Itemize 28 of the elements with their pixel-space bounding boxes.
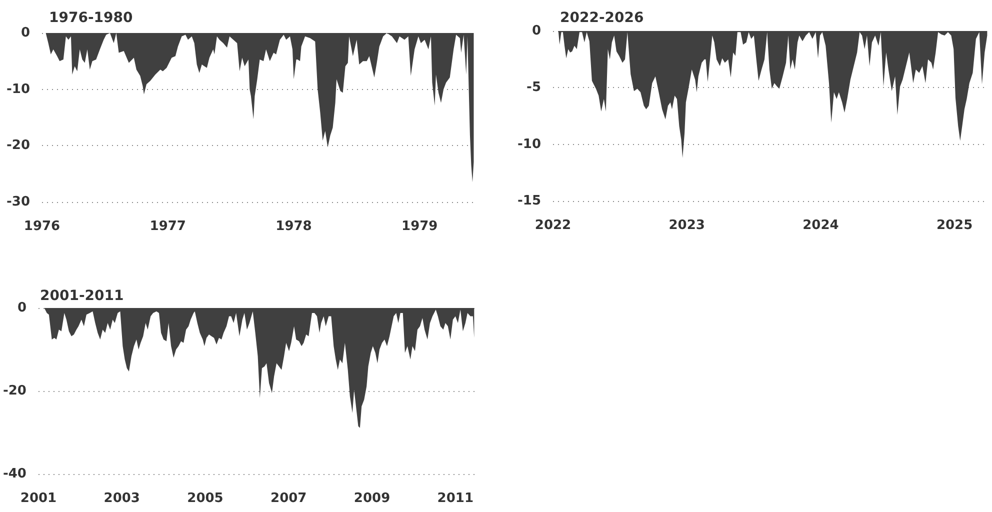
y-tick-label: -20 [2,384,26,398]
x-tick-label: 1977 [150,219,186,234]
x-tick-label: 2003 [104,491,140,506]
x-tick-label: 2023 [668,218,705,233]
x-tick-label: 2009 [354,491,390,506]
y-tick-label: 0 [532,24,541,38]
y-tick-label: -40 [2,466,26,482]
x-tick-label: 1978 [276,219,312,234]
y-tick-label: -20 [6,138,30,154]
x-tick-label: 2025 [936,218,973,233]
y-tick-label: -30 [6,194,30,210]
x-tick-label: 2001 [20,491,57,506]
x-tick-label: 2022 [534,218,572,233]
chart-title: 2001-2011 [40,288,124,304]
x-tick-label: 2024 [802,218,839,233]
chart-title: 1976-1980 [49,10,133,26]
x-tick-label: 2007 [270,491,307,506]
x-tick-label: 1979 [402,219,438,234]
y-tick-label: -10 [6,82,30,97]
y-tick-label: -10 [518,136,541,152]
x-tick-label: 2005 [187,491,224,506]
y-tick-label: -15 [518,194,541,208]
x-tick-label: 1976 [24,219,60,234]
y-tick-label: 0 [17,300,26,316]
y-tick-label: 0 [20,26,30,40]
chart-title: 2022-2026 [560,10,644,26]
x-tick-label: 2011 [437,491,474,506]
y-tick-label: -5 [526,80,541,96]
